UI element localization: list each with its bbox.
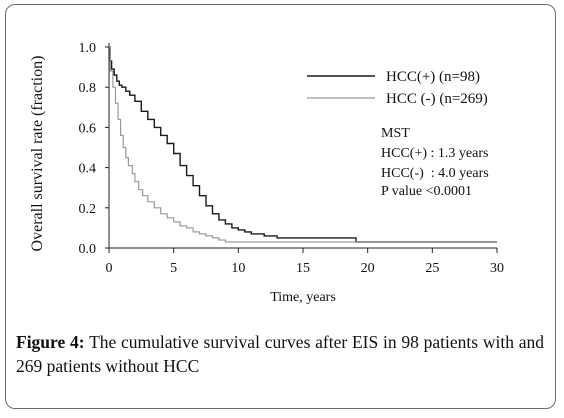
survival-chart: 0 5 10 15 20 25 30 0.0 0.2 0.4 0.6 0.8 1.0 Time, year… [29,41,504,305]
legend-label: HCC(+) (n=98) [386,69,480,85]
series-lines [109,46,497,243]
legend: HCC(+) (n=98) HCC (-) (n=269) [307,69,488,107]
y-tick-label: 0.8 [79,81,97,96]
x-tick-label: 30 [490,261,504,276]
x-tick-label: 5 [170,261,177,276]
x-tick-label: 10 [231,261,245,276]
figure-frame [5,4,556,409]
y-axis-label: Overall survival rate (fraction) [29,56,46,252]
caption-text: The cumulative survival curves after EIS… [16,332,544,376]
annotation-text: HCC(-) : 4.0 years [381,166,489,181]
annotations: MST HCC(+) : 1.3 years HCC(-) : 4.0 years P… [381,126,489,199]
axes: 0 5 10 15 20 25 30 0.0 0.2 0.4 0.6 0.8 1.0 Time, year… [29,41,504,305]
x-tick-label: 0 [106,261,113,276]
legend-label: HCC (-) (n=269) [386,91,488,107]
y-tick-label: 0.6 [79,121,97,136]
y-tick-label: 0.0 [79,242,97,257]
y-tick-label: 0.4 [79,162,97,177]
x-axis-label: Time, years [270,290,336,305]
annotation-text: P value <0.0001 [381,184,472,199]
series-line-hcc-negative [109,46,497,243]
annotation-text: HCC(+) : 1.3 years [381,146,488,161]
annotation-text: MST [381,126,410,141]
y-tick-label: 0.2 [79,202,97,217]
y-tick-label: 1.0 [79,41,97,56]
x-tick-label: 15 [296,261,310,276]
x-tick-label: 20 [361,261,375,276]
figure-caption: Figure 4: The cumulative survival curves… [16,330,544,378]
series-line-hcc-positive [109,46,497,243]
caption-label: Figure 4: [16,332,85,352]
x-tick-label: 25 [425,261,439,276]
